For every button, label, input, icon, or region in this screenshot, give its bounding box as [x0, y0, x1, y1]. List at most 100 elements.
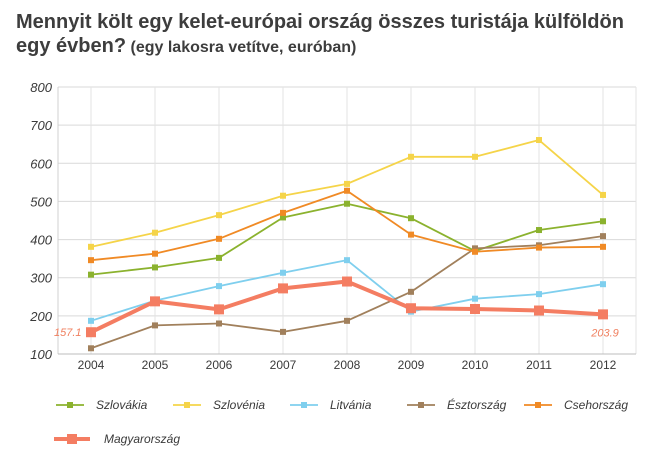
- y-tick-label: 200: [29, 309, 52, 324]
- legend-swatch-marker: [535, 402, 541, 408]
- series-esztorszag: [88, 233, 606, 352]
- data-point-szlovakia: [88, 271, 94, 278]
- legend-label: Csehország: [564, 398, 628, 412]
- data-point-csehorszag: [152, 250, 158, 257]
- data-point-esztorszag: [600, 233, 606, 240]
- y-tick-label: 700: [30, 118, 52, 133]
- legend-item-litvania: Litvánia: [290, 398, 372, 412]
- legend-item-esztorszag: Észtország: [407, 397, 507, 412]
- y-tick-label: 100: [30, 347, 52, 362]
- data-point-magyarorszag: [86, 327, 96, 338]
- data-point-litvania: [216, 283, 222, 290]
- y-tick-label: 600: [30, 156, 52, 171]
- data-point-csehorszag: [88, 257, 94, 264]
- data-point-esztorszag: [344, 317, 350, 324]
- series-csehorszag: [88, 187, 606, 264]
- chart-subtitle: (egy lakosra vetítve, euróban): [130, 39, 357, 56]
- y-tick-label: 500: [30, 194, 52, 209]
- data-point-magyarorszag: [342, 276, 352, 287]
- legend-item-magyarorszag: Magyarország: [54, 432, 180, 446]
- data-point-szlovenia: [600, 191, 606, 198]
- data-point-esztorszag: [280, 328, 286, 335]
- legend-item-szlovakia: Szlovákia: [56, 398, 148, 412]
- data-point-esztorszag: [216, 320, 222, 327]
- legend-label: Szlovénia: [213, 398, 265, 412]
- data-point-esztorszag: [88, 345, 94, 352]
- chart-title: Mennyit költ egy kelet-európai ország ös…: [16, 11, 624, 57]
- chart-title-block: Mennyit költ egy kelet-európai ország ös…: [16, 10, 656, 58]
- data-point-szlovenia: [152, 229, 158, 236]
- data-point-szlovakia: [344, 200, 350, 207]
- data-point-magyarorszag: [406, 303, 416, 314]
- legend-label: Magyarország: [104, 432, 180, 446]
- legend-item-szlovenia: Szlovénia: [173, 398, 265, 412]
- data-point-magyarorszag: [534, 305, 544, 316]
- data-point-szlovenia: [216, 212, 222, 219]
- data-point-csehorszag: [472, 248, 478, 255]
- legend-label: Észtország: [447, 397, 507, 412]
- legend: Szlovákia Szlovénia Litvánia Észtország Cseh…: [54, 397, 628, 446]
- x-tick-label: 2010: [462, 358, 489, 372]
- data-point-magyarorszag: [214, 304, 224, 315]
- data-point-szlovakia: [280, 214, 286, 221]
- series-magyarorszag: [86, 276, 608, 338]
- data-point-magyarorszag: [470, 303, 480, 314]
- data-point-litvania: [280, 269, 286, 276]
- x-tick-label: 2006: [206, 358, 233, 372]
- data-point-esztorszag: [408, 288, 414, 295]
- series-szlovakia: [88, 200, 606, 278]
- data-point-litvania: [472, 295, 478, 302]
- data-point-magyarorszag: [278, 283, 288, 294]
- legend-swatch-marker: [301, 402, 307, 408]
- series-lines: [86, 137, 608, 352]
- x-tick-label: 2009: [398, 358, 425, 372]
- legend-label: Litvánia: [330, 398, 372, 412]
- data-point-litvania: [344, 257, 350, 264]
- legend-label: Szlovákia: [96, 398, 148, 412]
- data-point-csehorszag: [216, 235, 222, 242]
- data-point-szlovenia: [472, 153, 478, 160]
- y-tick-label: 800: [30, 80, 52, 95]
- x-tick-label: 2008: [334, 358, 361, 372]
- x-tick-label: 2004: [78, 358, 105, 372]
- data-point-szlovenia: [408, 153, 414, 160]
- data-point-szlovakia: [536, 227, 542, 234]
- data-point-szlovenia: [536, 137, 542, 144]
- data-point-szlovakia: [408, 215, 414, 222]
- data-point-csehorszag: [536, 244, 542, 251]
- data-point-esztorszag: [152, 322, 158, 329]
- x-tick-label: 2007: [270, 358, 297, 372]
- data-point-szlovakia: [600, 218, 606, 225]
- data-point-csehorszag: [280, 209, 286, 216]
- axes: 100 200 300 400 500 600 700 800 2004 2005 2006 2007…: [29, 80, 637, 372]
- end-value-label: 203.9: [590, 327, 619, 339]
- data-point-magyarorszag: [598, 309, 608, 320]
- data-point-szlovenia: [280, 192, 286, 199]
- legend-swatch-marker: [67, 402, 73, 408]
- x-tick-label: 2012: [590, 358, 617, 372]
- data-point-csehorszag: [600, 243, 606, 250]
- start-value-label: 157.1: [54, 327, 82, 339]
- data-point-magyarorszag: [150, 296, 160, 307]
- data-point-esztorszag: [472, 245, 478, 252]
- series-szlovenia: [88, 137, 606, 250]
- data-point-szlovenia: [344, 180, 350, 187]
- data-point-csehorszag: [408, 231, 414, 238]
- legend-swatch-marker: [67, 434, 77, 444]
- legend-item-csehorszag: Csehország: [524, 398, 628, 412]
- data-labels: 157.1 203.9: [54, 327, 619, 339]
- gridlines: [58, 86, 636, 355]
- y-tick-label: 300: [30, 271, 52, 286]
- x-tick-label: 2011: [526, 358, 552, 372]
- data-point-litvania: [88, 317, 94, 324]
- data-point-csehorszag: [344, 187, 350, 194]
- data-point-litvania: [536, 291, 542, 298]
- data-point-szlovenia: [88, 243, 94, 250]
- legend-swatch-marker: [418, 402, 424, 408]
- legend-swatch-marker: [184, 402, 190, 408]
- data-point-litvania: [600, 281, 606, 288]
- data-point-szlovakia: [152, 264, 158, 271]
- data-point-szlovakia: [216, 254, 222, 261]
- x-tick-label: 2005: [142, 358, 169, 372]
